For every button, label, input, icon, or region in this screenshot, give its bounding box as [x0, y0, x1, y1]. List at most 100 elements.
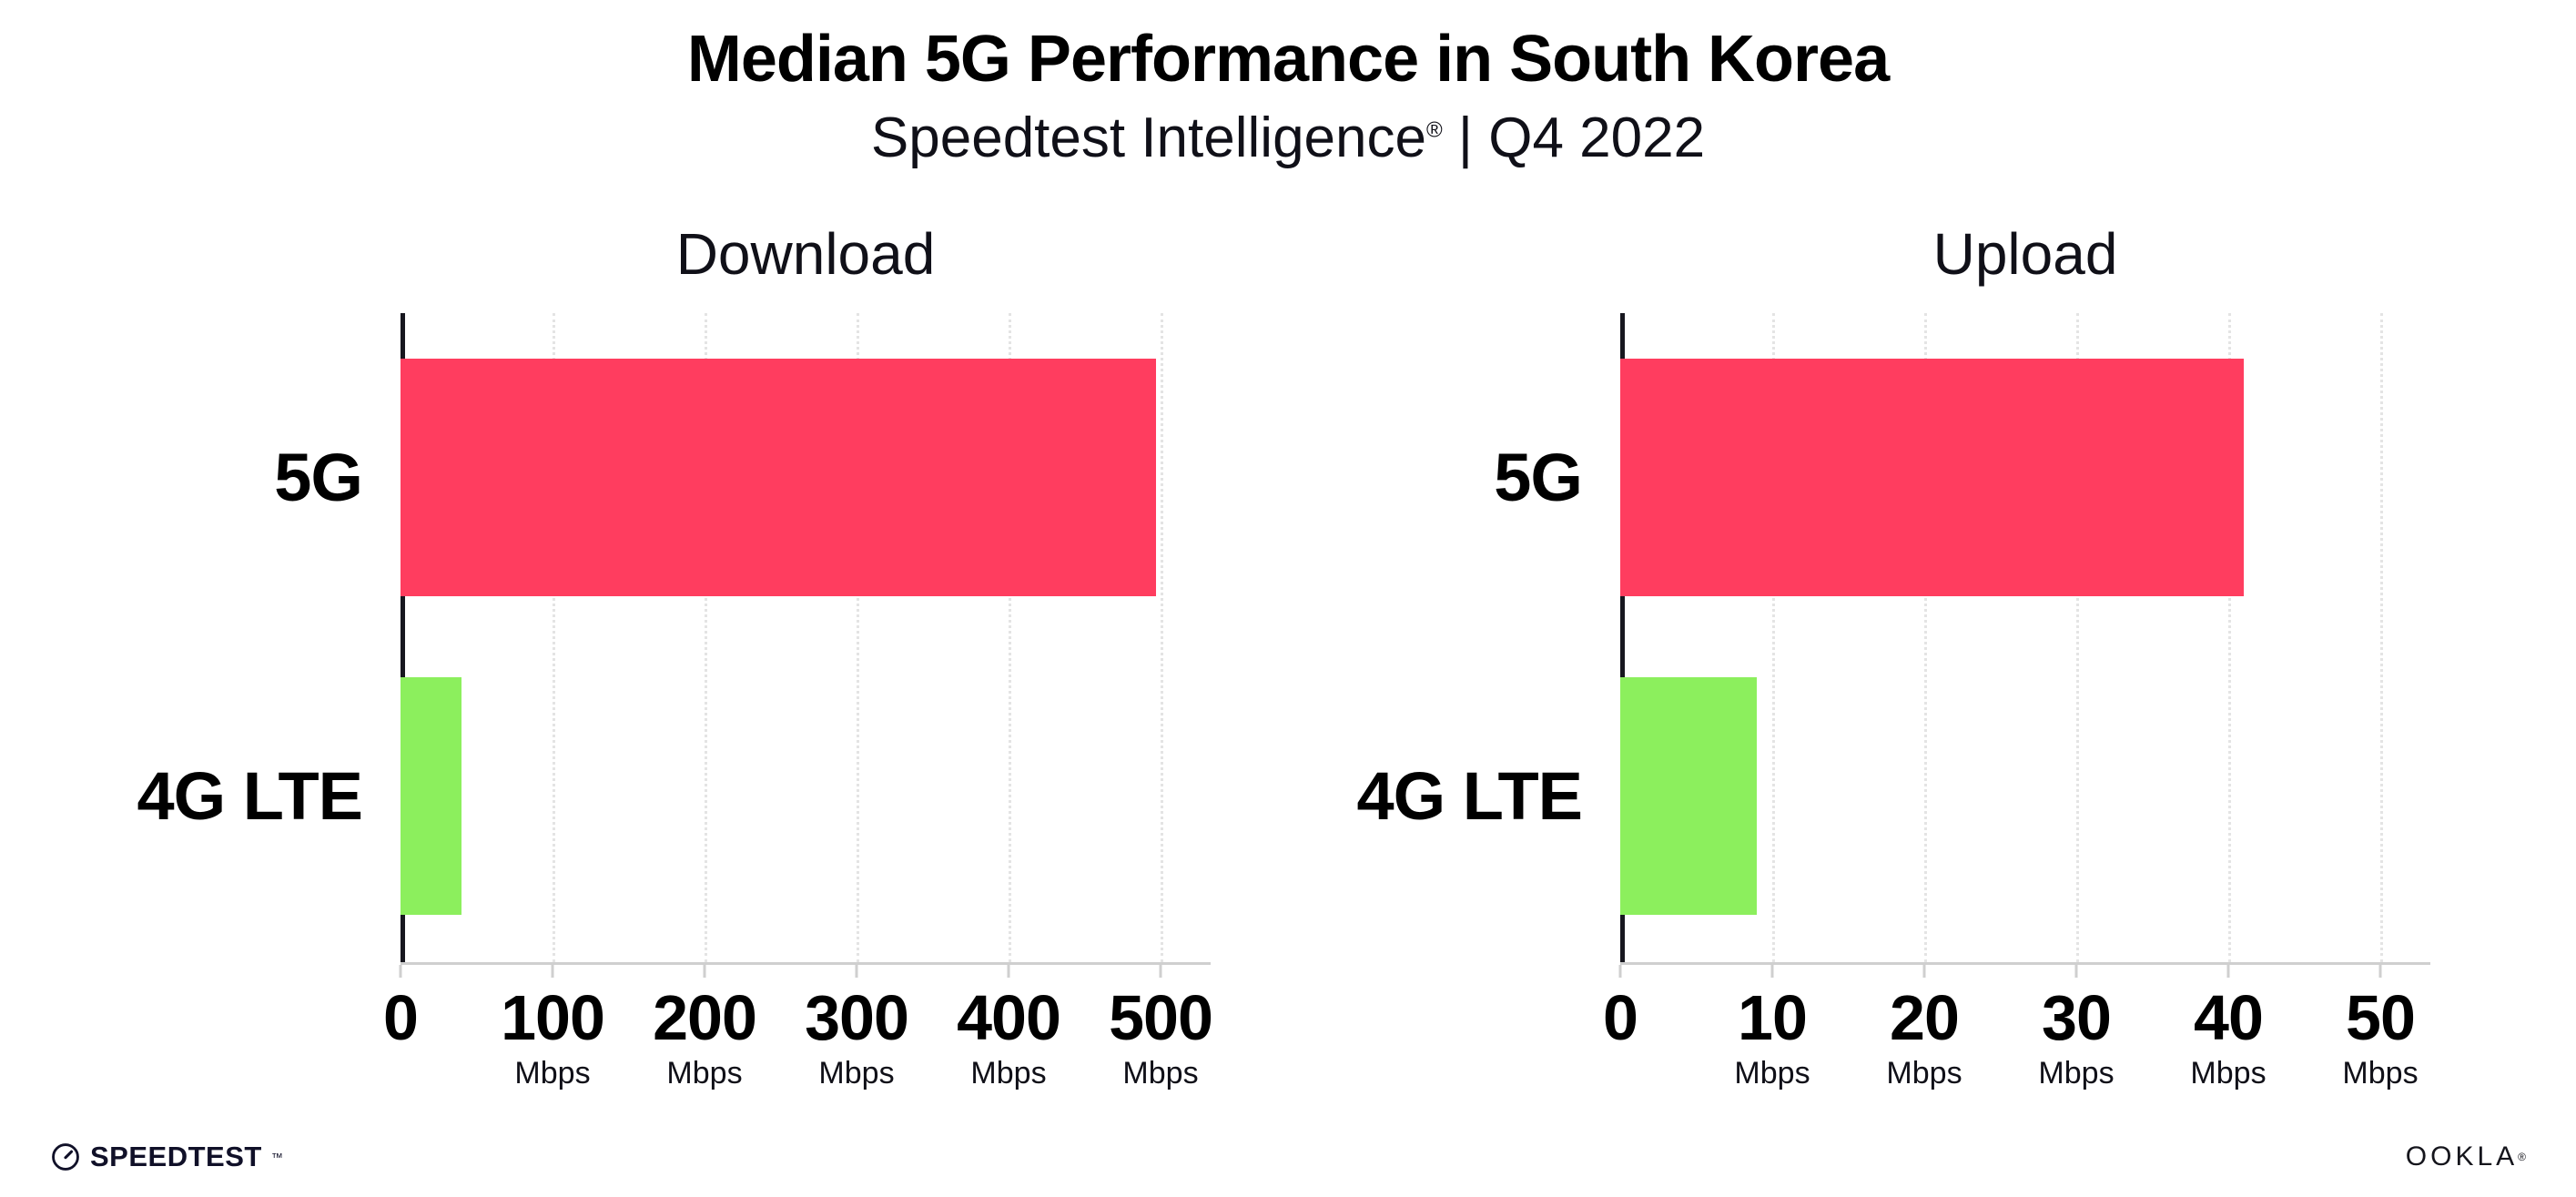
gridline: [2076, 313, 2079, 962]
gridline: [1009, 313, 1011, 962]
tick-mark: [1007, 965, 1010, 978]
gridline: [705, 313, 707, 962]
trademark-icon: ™: [270, 1150, 283, 1164]
plot-area-upload: [1620, 313, 2430, 965]
tick-unit: Mbps: [514, 1055, 591, 1090]
plot-area-download: [401, 313, 1211, 965]
category-label-5g: 5G: [1494, 440, 1583, 515]
y-axis-labels: 5G 4G LTE: [137, 313, 401, 962]
tick-label: 200: [653, 982, 757, 1053]
subtitle-brand: Speedtest Intelligence: [870, 107, 1426, 169]
tick-label: 100: [501, 982, 605, 1053]
plot-row: 5G 4G LTE: [1356, 313, 2430, 965]
tick-label: 40: [2194, 982, 2264, 1053]
ookla-logo: OOKLA ®: [2406, 1141, 2526, 1172]
charts-row: Download 5G 4G LTE 0 100 Mbps 200 Mbps 300 Mbps…: [0, 220, 2576, 1120]
tick-label: 0: [383, 982, 419, 1053]
registered-mark-icon: ®: [2518, 1151, 2526, 1163]
tick-label: 300: [805, 982, 909, 1053]
x-tick: 200 Mbps: [653, 982, 757, 1091]
tick-mark: [1618, 965, 1622, 978]
bar-5g: [1620, 359, 2244, 596]
tick-unit: Mbps: [666, 1055, 743, 1090]
bars-upload: [1620, 313, 2380, 962]
page-title: Median 5G Performance in South Korea: [686, 23, 1890, 96]
y-axis-line: [401, 313, 405, 962]
category-label-4g-lte: 4G LTE: [137, 758, 363, 834]
tick-label: 500: [1109, 982, 1213, 1053]
x-tick: 400 Mbps: [957, 982, 1061, 1091]
download-chart: Download 5G 4G LTE 0 100 Mbps 200 Mbps 300 Mbps…: [137, 220, 1213, 1120]
gridlines: [401, 313, 1163, 962]
gridline: [1161, 313, 1163, 962]
registered-mark-icon: ®: [1426, 117, 1443, 143]
category-label-4g-lte: 4G LTE: [1356, 758, 1583, 834]
bar-4g-lte: [401, 677, 461, 915]
tick-unit: Mbps: [818, 1055, 895, 1090]
x-tick: 0: [383, 982, 419, 1053]
tick-unit: Mbps: [1734, 1055, 1810, 1090]
tick-label: 400: [957, 982, 1061, 1053]
gridlines: [1620, 313, 2383, 962]
ookla-wordmark: OOKLA: [2405, 1141, 2519, 1172]
chart-title-download: Download: [675, 221, 936, 287]
chart-header: Median 5G Performance in South Korea Spe…: [0, 0, 2576, 170]
x-tick: 10 Mbps: [1734, 982, 1810, 1091]
tick-mark: [2378, 965, 2382, 978]
bar-row: [1620, 677, 2380, 915]
x-tick: 20 Mbps: [1886, 982, 1962, 1091]
x-tick: 30 Mbps: [2038, 982, 2115, 1091]
tick-unit: Mbps: [2190, 1055, 2267, 1090]
tick-mark: [703, 965, 706, 978]
gridline: [1924, 313, 1927, 962]
x-axis-upload: 0 10 Mbps 20 Mbps 30 Mbps 40 Mbps 50 Mbps: [1603, 965, 2430, 1120]
x-tick: 50 Mbps: [2342, 982, 2419, 1091]
category-label-5g: 5G: [274, 440, 363, 515]
upload-chart: Upload 5G 4G LTE 0 10 Mbps 20 Mbps 30 Mbps 40 Mbp…: [1356, 220, 2430, 1120]
tick-unit: Mbps: [970, 1055, 1047, 1090]
tick-mark: [1159, 965, 1162, 978]
tick-unit: Mbps: [1122, 1055, 1199, 1090]
tick-mark: [399, 965, 402, 978]
bar-5g: [401, 359, 1156, 596]
tick-unit: Mbps: [2342, 1055, 2419, 1090]
tick-mark: [2226, 965, 2230, 978]
bar-4g-lte: [1620, 677, 1758, 915]
gridline: [2380, 313, 2383, 962]
x-axis-scale: 0 10 Mbps 20 Mbps 30 Mbps 40 Mbps 50 Mbps: [1603, 965, 2419, 1120]
x-tick: 500 Mbps: [1109, 982, 1213, 1091]
tick-label: 20: [1890, 982, 1960, 1053]
tick-unit: Mbps: [1886, 1055, 1962, 1090]
bar-row: [401, 677, 1161, 915]
x-tick: 40 Mbps: [2190, 982, 2267, 1091]
gridline: [1772, 313, 1775, 962]
bar-row: [1620, 359, 2380, 596]
tick-unit: Mbps: [2038, 1055, 2115, 1090]
tick-mark: [1770, 965, 1774, 978]
x-tick: 300 Mbps: [805, 982, 909, 1091]
speedtest-logo: SPEEDTEST ™: [50, 1141, 283, 1173]
tick-mark: [1922, 965, 1926, 978]
x-tick: 0: [1603, 982, 1638, 1053]
x-axis-download: 0 100 Mbps 200 Mbps 300 Mbps 400 Mbps 500 Mbps: [383, 965, 1213, 1120]
subtitle-period: | Q4 2022: [1442, 107, 1706, 169]
tick-mark: [855, 965, 858, 978]
tick-label: 0: [1603, 982, 1638, 1053]
x-tick: 100 Mbps: [501, 982, 605, 1091]
plot-row: 5G 4G LTE: [137, 313, 1211, 965]
bars-download: [401, 313, 1161, 962]
tick-label: 50: [2346, 982, 2416, 1053]
tick-mark: [551, 965, 554, 978]
x-axis-scale: 0 100 Mbps 200 Mbps 300 Mbps 400 Mbps 500 Mbps: [383, 965, 1213, 1120]
tick-mark: [2074, 965, 2078, 978]
tick-label: 10: [1738, 982, 1808, 1053]
gridline: [553, 313, 555, 962]
speedtest-wordmark: SPEEDTEST: [90, 1141, 262, 1172]
gridline: [857, 313, 859, 962]
tick-label: 30: [2042, 982, 2112, 1053]
gridline: [2228, 313, 2231, 962]
speedtest-gauge-icon: [52, 1143, 79, 1171]
page-subtitle: Speedtest Intelligence® | Q4 2022: [0, 106, 2576, 170]
chart-title-upload: Upload: [1932, 221, 2118, 287]
y-axis-labels: 5G 4G LTE: [1356, 313, 1620, 962]
